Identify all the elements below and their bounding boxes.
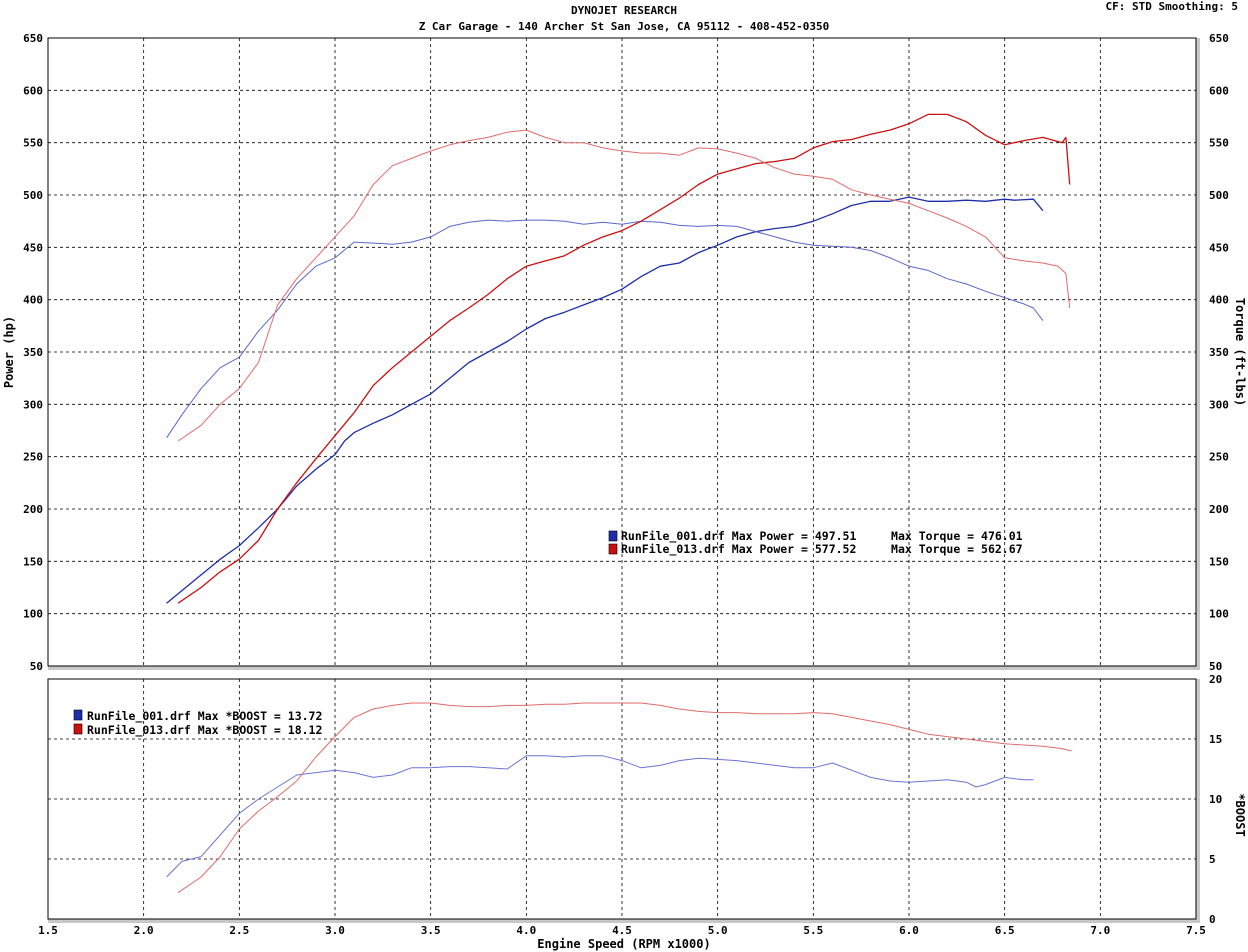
boost-legend-swatch-run001 bbox=[73, 709, 83, 721]
x-axis-label: Engine Speed (RPM x1000) bbox=[537, 937, 710, 951]
x-tick-label: 2.5 bbox=[229, 924, 249, 937]
power-tick-label: 50 bbox=[30, 660, 43, 673]
boost-series bbox=[166, 702, 1072, 894]
boost-tick-label: 20 bbox=[1209, 673, 1222, 686]
x-tick-label: 7.5 bbox=[1186, 924, 1206, 937]
top-series-line-1 bbox=[166, 219, 1044, 439]
bottom-legend: RunFile_001.drf Max *BOOST = 13.72 RunFi… bbox=[73, 709, 322, 738]
torque-tick-label: 650 bbox=[1209, 32, 1229, 45]
chart-subtitle: Z Car Garage - 140 Archer St San Jose, C… bbox=[419, 20, 830, 33]
top-series-line-3 bbox=[177, 129, 1071, 442]
cf-smoothing-info: CF: STD Smoothing: 5 bbox=[1106, 0, 1238, 13]
torque-tick-label: 100 bbox=[1209, 608, 1229, 621]
boost-legend-text-run001: RunFile_001.drf Max *BOOST = 13.72 bbox=[87, 709, 322, 724]
torque-axis-label: Torque (ft-lbs) bbox=[1233, 298, 1247, 406]
torque-tick-label: 250 bbox=[1209, 451, 1229, 464]
torque-tick-label: 550 bbox=[1209, 137, 1229, 150]
top-legend: RunFile_001.drf Max Power = 497.51 Max T… bbox=[608, 529, 1023, 557]
torque-tick-label: 600 bbox=[1209, 84, 1229, 97]
top-series-line-0 bbox=[166, 196, 1044, 604]
power-tick-label: 450 bbox=[23, 241, 43, 254]
boost-series-line-1 bbox=[177, 702, 1072, 894]
boost-legend-swatch-run013 bbox=[73, 723, 83, 735]
boost-axis-label: *BOOST bbox=[1233, 793, 1247, 836]
legend-text-run013: RunFile_013.drf Max Power = 577.52 Max T… bbox=[621, 542, 1023, 557]
power-tick-label: 650 bbox=[23, 32, 43, 45]
x-axis-ticks: 1.5 2.0 2.5 3.0 3.5 4.0 4.5 5.0 5.5 6.0 6.5 7.0 7.5 bbox=[38, 924, 1206, 937]
chart-title: DYNOJET RESEARCH bbox=[571, 4, 677, 17]
boost-legend-text-run013: RunFile_013.drf Max *BOOST = 18.12 bbox=[87, 723, 322, 738]
boost-tick-label: 10 bbox=[1209, 793, 1222, 806]
boost-tick-label: 15 bbox=[1209, 733, 1222, 746]
power-tick-label: 350 bbox=[23, 346, 43, 359]
top-series-line-2 bbox=[177, 113, 1071, 604]
legend-text-run001: RunFile_001.drf Max Power = 497.51 Max T… bbox=[621, 529, 1023, 544]
boost-tick-label: 0 bbox=[1209, 913, 1216, 926]
power-tick-label: 250 bbox=[23, 451, 43, 464]
power-tick-label: 300 bbox=[23, 398, 43, 411]
x-tick-label: 1.5 bbox=[38, 924, 58, 937]
legend-swatch-run001 bbox=[608, 530, 618, 542]
bottom-grid bbox=[48, 679, 1196, 919]
power-tick-label: 400 bbox=[23, 294, 43, 307]
x-tick-label: 6.5 bbox=[995, 924, 1015, 937]
torque-tick-label: 400 bbox=[1209, 294, 1229, 307]
x-tick-label: 4.5 bbox=[612, 924, 632, 937]
x-tick-label: 2.0 bbox=[134, 924, 154, 937]
x-tick-label: 3.0 bbox=[325, 924, 345, 937]
power-tick-label: 200 bbox=[23, 503, 43, 516]
torque-tick-label: 50 bbox=[1209, 660, 1222, 673]
x-tick-label: 5.5 bbox=[803, 924, 823, 937]
top-grid bbox=[48, 38, 1196, 666]
x-tick-label: 3.5 bbox=[421, 924, 441, 937]
torque-tick-label: 300 bbox=[1209, 398, 1229, 411]
torque-tick-label: 450 bbox=[1209, 241, 1229, 254]
power-tick-label: 100 bbox=[23, 608, 43, 621]
x-tick-label: 7.0 bbox=[1090, 924, 1110, 937]
torque-axis-ticks: 650 600 550 500 450 400 350 300 250 200 150 100 50 bbox=[1209, 32, 1229, 673]
x-tick-label: 4.0 bbox=[516, 924, 536, 937]
torque-tick-label: 200 bbox=[1209, 503, 1229, 516]
boost-axis-ticks: 20 15 10 5 0 bbox=[1209, 673, 1222, 926]
torque-tick-label: 150 bbox=[1209, 555, 1229, 568]
torque-tick-label: 350 bbox=[1209, 346, 1229, 359]
power-axis-label: Power (hp) bbox=[2, 316, 16, 388]
torque-tick-label: 500 bbox=[1209, 189, 1229, 202]
x-tick-label: 5.0 bbox=[708, 924, 728, 937]
boost-tick-label: 5 bbox=[1209, 853, 1216, 866]
boost-series-line-0 bbox=[166, 755, 1034, 878]
power-tick-label: 550 bbox=[23, 137, 43, 150]
legend-swatch-run013 bbox=[608, 543, 618, 555]
power-axis-ticks: 650 600 550 500 450 400 350 300 250 200 150 100 50 bbox=[23, 32, 43, 673]
power-tick-label: 500 bbox=[23, 189, 43, 202]
x-tick-label: 6.0 bbox=[899, 924, 919, 937]
power-torque-series bbox=[166, 113, 1071, 604]
power-tick-label: 600 bbox=[23, 84, 43, 97]
power-tick-label: 150 bbox=[23, 555, 43, 568]
